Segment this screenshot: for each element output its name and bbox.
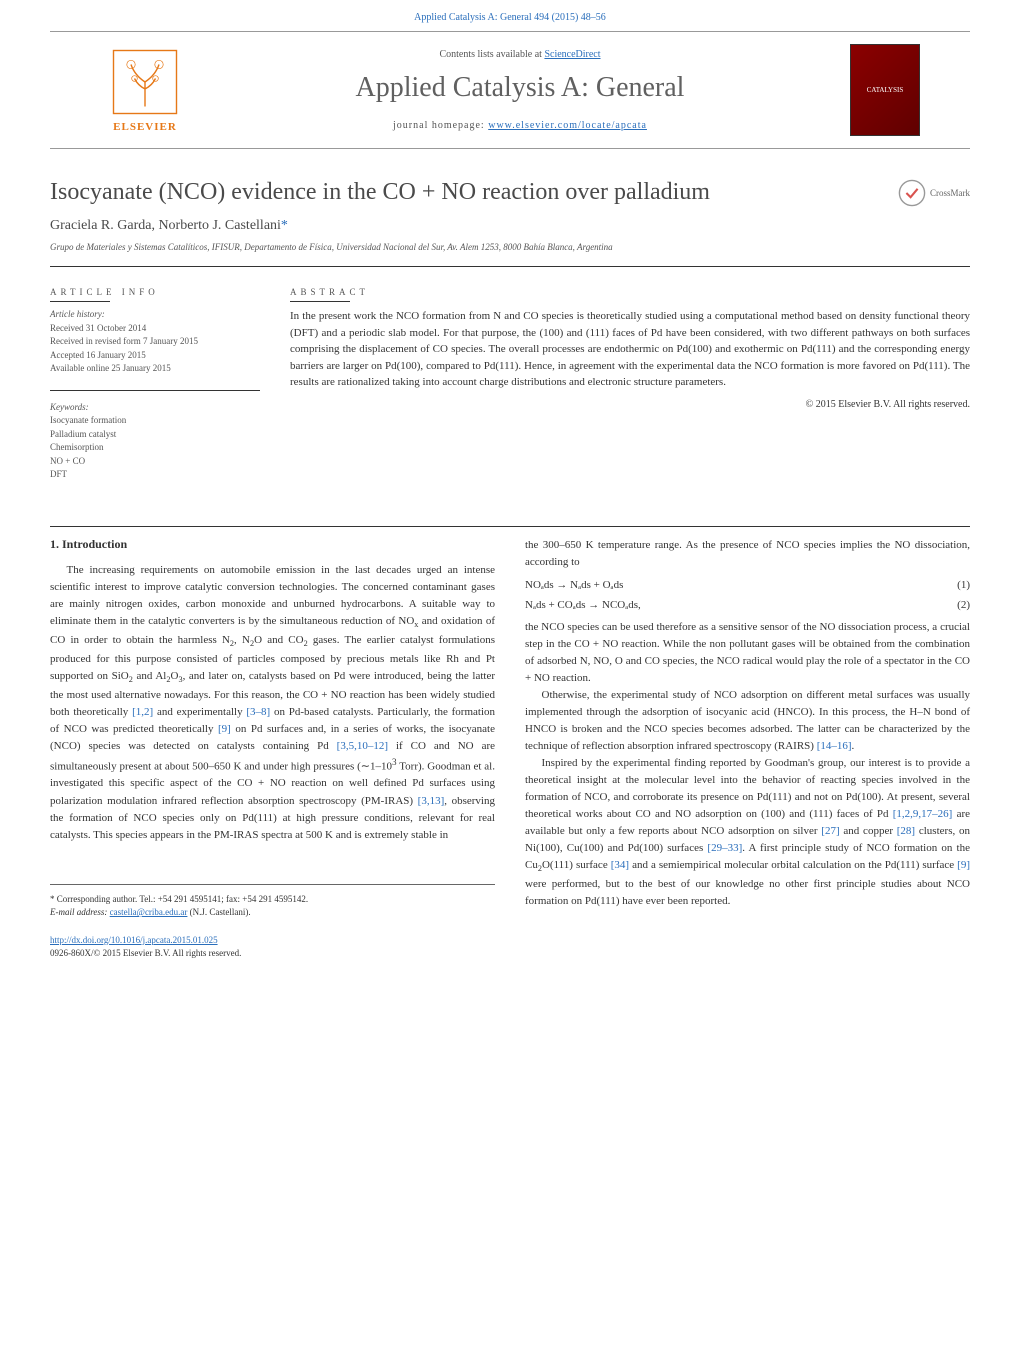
section-heading-intro: 1. Introduction [50,537,495,552]
equation-2: Nₐds + COₐds → NCOₐds, (2) [525,599,970,611]
intro-paragraph-3: the NCO species can be used therefore as… [525,619,970,911]
text: O and CO [254,634,304,646]
citation-link[interactable]: [29–33] [707,842,742,854]
right-column: the 300–650 K temperature range. As the … [525,537,970,961]
affiliation: Grupo de Materiales y Sistemas Catalític… [50,242,970,252]
citation-link[interactable]: [3–8] [246,706,270,718]
text: and copper [840,825,897,837]
keyword: Palladium catalyst [50,428,260,442]
left-column: 1. Introduction The increasing requireme… [50,537,495,961]
keywords-label: Keywords: [50,401,260,415]
doi-line: http://dx.doi.org/10.1016/j.apcata.2015.… [50,934,495,948]
sciencedirect-link[interactable]: ScienceDirect [544,49,600,60]
elsevier-tree-icon [110,47,180,117]
abstract-text: In the present work the NCO formation fr… [290,308,970,391]
divider [50,526,970,527]
equation-body: Nₐds + COₐds → NCOₐds, [525,599,641,611]
equation-number: (1) [957,579,970,591]
text: O(111) surface [542,859,611,871]
body-columns: 1. Introduction The increasing requireme… [50,537,970,961]
history-label: Article history: [50,308,260,322]
article-info-header: ARTICLE INFO [50,287,260,302]
text: and a semiempirical molecular orbital ca… [629,859,957,871]
citation-link[interactable]: [1,2,9,17–26] [893,808,953,820]
journal-reference: Applied Catalysis A: General 494 (2015) … [0,0,1020,31]
homepage-link[interactable]: www.elsevier.com/locate/apcata [488,120,647,131]
article-title: Isocyanate (NCO) evidence in the CO + NO… [50,179,710,206]
citation-link[interactable]: [28] [897,825,915,837]
equation-number: (2) [957,599,970,611]
corr-text: Corresponding author. Tel.: +54 291 4595… [55,894,309,904]
authors-line: Graciela R. Garda, Norberto J. Castellan… [50,218,970,234]
corresponding-author-marker: * [281,218,288,233]
publisher-name: ELSEVIER [113,121,177,133]
text: and Al [133,670,167,682]
banner-center: Contents lists available at ScienceDirec… [190,49,850,131]
online-date: Available online 25 January 2015 [50,362,260,376]
citation-link[interactable]: [9] [957,859,970,871]
issn-copyright: 0926-860X/© 2015 Elsevier B.V. All right… [50,947,495,961]
text: were performed, but to the best of our k… [525,878,970,907]
article-info-column: ARTICLE INFO Article history: Received 3… [50,287,290,496]
citation-link[interactable]: [3,5,10–12] [337,740,388,752]
intro-paragraph-1: The increasing requirements on automobil… [50,562,495,844]
top-banner: ELSEVIER Contents lists available at Sci… [50,31,970,149]
citation-link[interactable]: [14–16] [817,740,852,752]
email-label: E-mail address: [50,907,110,917]
keywords-block: Keywords: Isocyanate formation Palladium… [50,401,260,482]
intro-paragraph-2: the 300–650 K temperature range. As the … [525,537,970,571]
divider [50,266,970,267]
doi-link[interactable]: http://dx.doi.org/10.1016/j.apcata.2015.… [50,935,218,945]
journal-title: Applied Catalysis A: General [190,72,850,104]
citation-link[interactable]: [3,13] [418,795,445,807]
received-date: Received 31 October 2014 [50,322,260,336]
text: the 300–650 K temperature range. As the … [525,537,970,571]
crossmark-label: CrossMark [930,188,970,198]
footer-zone: * Corresponding author. Tel.: +54 291 45… [50,884,495,961]
publisher-logo: ELSEVIER [100,47,190,133]
contents-prefix: Contents lists available at [439,49,544,60]
text: the NCO species can be used therefore as… [525,619,970,687]
email-name: (N.J. Castellani). [187,907,250,917]
text: Otherwise, the experimental study of NCO… [525,689,970,752]
keyword: Chemisorption [50,441,260,455]
homepage-line: journal homepage: www.elsevier.com/locat… [190,120,850,131]
text: . [852,740,855,752]
corresponding-author-note: * Corresponding author. Tel.: +54 291 45… [50,893,495,907]
crossmark-icon [898,179,926,207]
email-link[interactable]: castella@criba.edu.ar [110,907,188,917]
abstract-header: ABSTRACT [290,287,970,302]
citation-link[interactable]: [1,2] [132,706,153,718]
citation-link[interactable]: [9] [218,723,231,735]
citation-link[interactable]: [27] [821,825,839,837]
keyword: DFT [50,468,260,482]
citation-link[interactable]: [34] [611,859,629,871]
keyword: Isocyanate formation [50,414,260,428]
author-names: Graciela R. Garda, Norberto J. Castellan… [50,218,281,233]
text: , N [234,634,250,646]
accepted-date: Accepted 16 January 2015 [50,349,260,363]
article-history-block: Article history: Received 31 October 201… [50,308,260,376]
equation-1: NOₐds → Nₐds + Oₐds (1) [525,579,970,591]
divider [50,390,260,391]
text: and experimentally [153,706,246,718]
journal-cover-thumbnail: CATALYSIS [850,44,920,136]
abstract-copyright: © 2015 Elsevier B.V. All rights reserved… [290,399,970,410]
corresponding-email-line: E-mail address: castella@criba.edu.ar (N… [50,906,495,920]
keyword: NO + CO [50,455,260,469]
homepage-prefix: journal homepage: [393,120,488,131]
equation-body: NOₐds → Nₐds + Oₐds [525,579,623,591]
contents-available-line: Contents lists available at ScienceDirec… [190,49,850,60]
abstract-column: ABSTRACT In the present work the NCO for… [290,287,970,496]
revised-date: Received in revised form 7 January 2015 [50,335,260,349]
crossmark-badge[interactable]: CrossMark [898,179,970,207]
